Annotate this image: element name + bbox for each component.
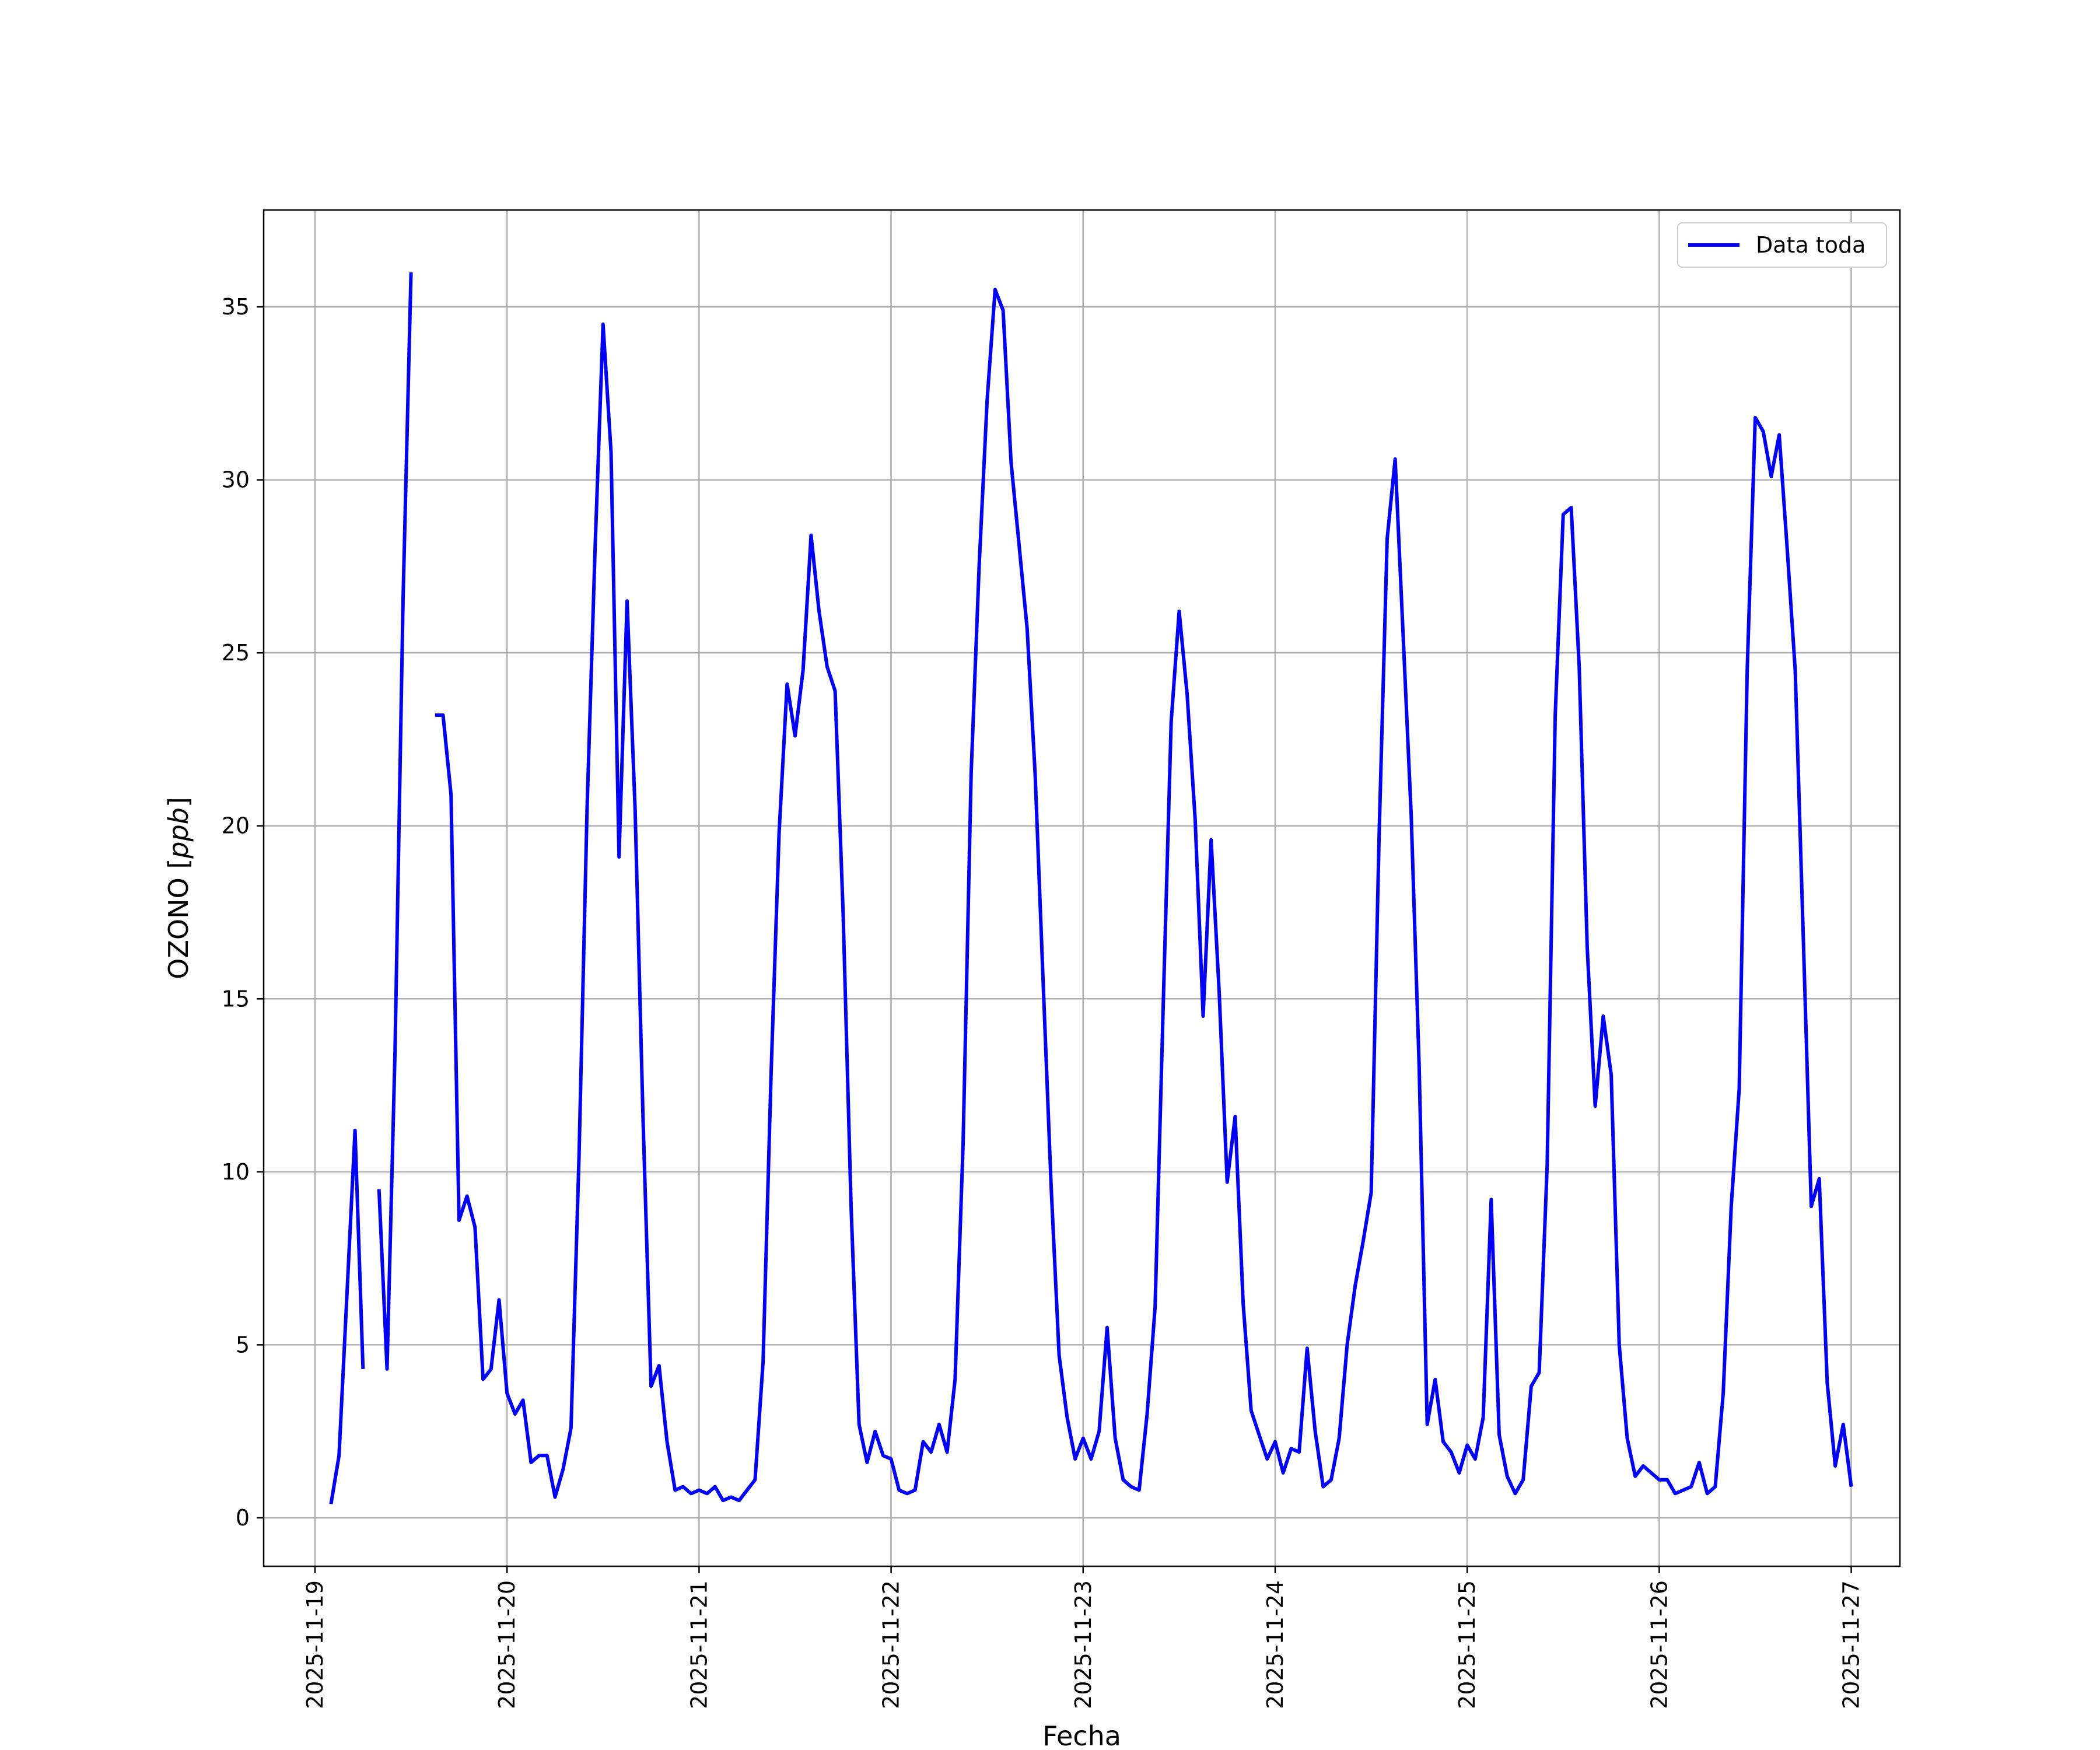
y-tick-label: 0: [236, 1505, 250, 1531]
legend: Data toda: [1677, 222, 1887, 268]
y-tick-label: 30: [222, 467, 250, 493]
x-tick-label: 2025-11-27: [1839, 1580, 1864, 1709]
series-line-data-toda: [329, 1128, 365, 1504]
x-tick-label: 2025-11-23: [1070, 1580, 1096, 1709]
x-tick-label: 2025-11-19: [302, 1580, 328, 1709]
y-tick-label: 25: [222, 640, 250, 666]
y-tick-label: 5: [236, 1332, 250, 1357]
x-tick-label: 2025-11-24: [1262, 1580, 1288, 1709]
legend-box: [1677, 222, 1887, 268]
y-tick-label: 10: [222, 1159, 250, 1185]
x-tick-label: 2025-11-26: [1646, 1580, 1672, 1709]
grid-lines: [264, 210, 1900, 1566]
plot-frame: [262, 209, 1901, 1567]
x-tick-label: 2025-11-25: [1454, 1580, 1480, 1709]
series-layer: [329, 272, 1853, 1504]
y-tick-label: 35: [222, 294, 250, 320]
series-line-data-toda: [435, 288, 1853, 1503]
legend-label-data-toda: Data toda: [1756, 232, 1866, 258]
x-axis-label: Fecha: [1042, 1720, 1121, 1750]
y-axis-ticks: 0 5 10 15 20 25 30 35: [222, 294, 264, 1531]
series-line-data-toda: [377, 272, 413, 1371]
x-tick-label: 2025-11-22: [878, 1580, 904, 1709]
y-axis-label: OZONO [ppb]: [163, 797, 194, 979]
x-tick-label: 2025-11-21: [686, 1580, 712, 1709]
x-axis-ticks: 2025-11-19 2025-11-20 2025-11-21 2025-11-22…: [302, 1566, 1864, 1709]
y-tick-label: 15: [222, 986, 250, 1012]
x-tick-label: 2025-11-20: [494, 1580, 520, 1709]
y-tick-label: 20: [222, 813, 250, 839]
